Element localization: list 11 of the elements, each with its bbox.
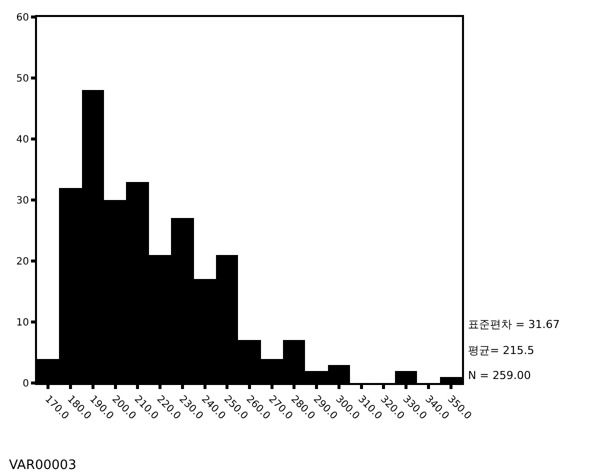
y-tick-label: 10 bbox=[16, 318, 29, 328]
text: N = 259.00 bbox=[468, 369, 531, 382]
y-tick-label: 50 bbox=[16, 74, 29, 84]
y-tick-label: 20 bbox=[16, 256, 29, 268]
y-tick-label: 0 bbox=[22, 378, 29, 390]
y-tick-label: 30 bbox=[16, 196, 29, 206]
x-axis-title: VAR00003 bbox=[9, 458, 76, 473]
y-tick-label: 60 bbox=[16, 12, 29, 24]
y-tick-label: 40 bbox=[16, 134, 29, 146]
text: 표준편차 = 31.67 bbox=[468, 318, 560, 331]
text: 평균= 215.5 bbox=[468, 344, 534, 357]
